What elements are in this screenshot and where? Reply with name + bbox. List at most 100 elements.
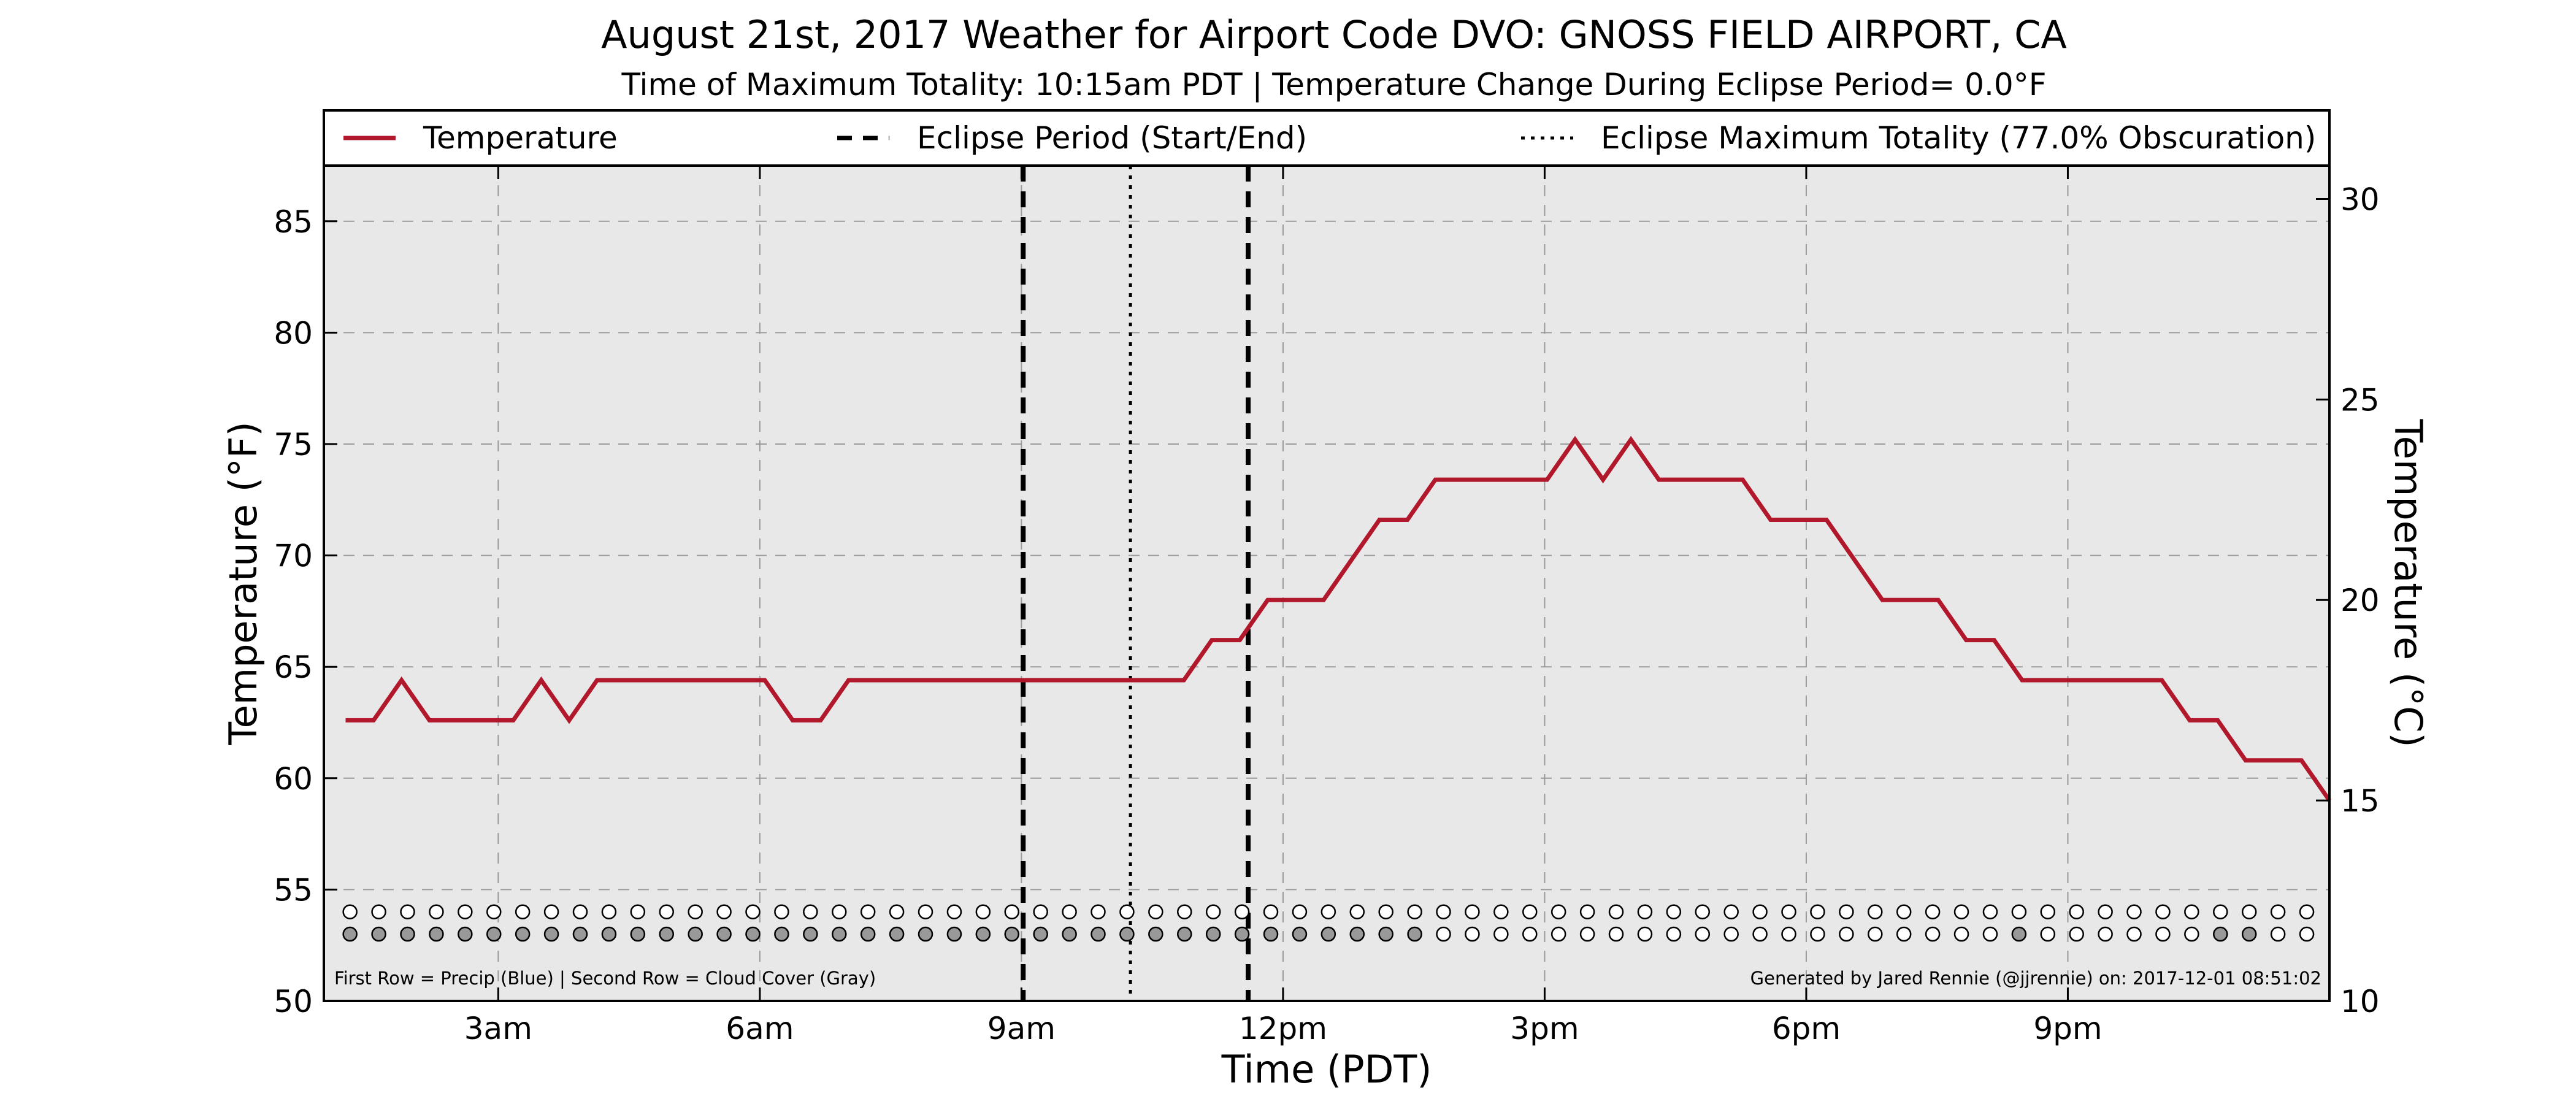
precip-dot bbox=[1177, 904, 1192, 919]
cloud-dot bbox=[1349, 926, 1365, 942]
precip-dot bbox=[659, 904, 674, 919]
y-tick-label: 60 bbox=[274, 761, 313, 797]
legend-box bbox=[323, 109, 2331, 167]
cloud-dot bbox=[1263, 926, 1279, 942]
precip-dot bbox=[458, 904, 473, 919]
cloud-dot bbox=[630, 926, 646, 942]
precip-dot bbox=[1953, 904, 1969, 919]
cloud-dot bbox=[1579, 926, 1595, 942]
cloud-dot bbox=[688, 926, 703, 942]
precip-dot bbox=[1062, 904, 1077, 919]
y-tick-label: 70 bbox=[274, 539, 313, 574]
precip-dot bbox=[946, 904, 962, 919]
precip-dot bbox=[2270, 904, 2286, 919]
cloud-dot bbox=[1033, 926, 1048, 942]
y-right-tick-label: 25 bbox=[2340, 382, 2380, 418]
precip-dot bbox=[1666, 904, 1682, 919]
precip-dot bbox=[1004, 904, 1020, 919]
cloud-dot bbox=[1637, 926, 1653, 942]
precip-dot bbox=[342, 904, 358, 919]
precip-dot bbox=[831, 904, 847, 919]
y-tick-label: 65 bbox=[274, 650, 313, 685]
cloud-dot bbox=[2098, 926, 2113, 942]
precip-dot bbox=[400, 904, 415, 919]
cloud-dot bbox=[918, 926, 933, 942]
precip-dot bbox=[2126, 904, 2142, 919]
cloud-dot bbox=[2126, 926, 2142, 942]
x-axis: 3am 6am 9am 12pm 3pm 6pm 9pm bbox=[464, 166, 2103, 1046]
cloud-dot bbox=[1292, 926, 1308, 942]
cloud-dot bbox=[572, 926, 588, 942]
x-axis-label: Time (PDT) bbox=[1221, 1047, 1432, 1092]
cloud-dot bbox=[716, 926, 732, 942]
legend-label: Eclipse Period (Start/End) bbox=[917, 120, 1307, 156]
precip-dot bbox=[1579, 904, 1595, 919]
precip-dot bbox=[716, 904, 732, 919]
footnote-right: Generated by Jared Rennie (@jjrennie) on… bbox=[1750, 968, 2321, 989]
y-axis-label-right: Temperature (°C) bbox=[2386, 418, 2431, 747]
cloud-dot bbox=[1234, 926, 1250, 942]
precip-dot bbox=[1465, 904, 1480, 919]
x-tick-label: 6am bbox=[726, 1011, 794, 1046]
cloud-dot bbox=[1868, 926, 1883, 942]
cloud-dot bbox=[1953, 926, 1969, 942]
cloud-dot bbox=[342, 926, 358, 942]
precip-dot bbox=[889, 904, 905, 919]
precip-dot bbox=[918, 904, 933, 919]
y-axis-right: 10 15 20 25 30 bbox=[2316, 182, 2380, 1019]
precip-dot bbox=[1378, 904, 1393, 919]
cloud-dot bbox=[1925, 926, 1941, 942]
cloud-dot bbox=[659, 926, 674, 942]
cloud-dot bbox=[2011, 926, 2027, 942]
x-tick-label: 12pm bbox=[1239, 1011, 1327, 1046]
precip-dot bbox=[1407, 904, 1422, 919]
precip-dot bbox=[1205, 904, 1221, 919]
cloud-dot bbox=[1608, 926, 1624, 942]
cloud-dot bbox=[774, 926, 789, 942]
precip-dot bbox=[1292, 904, 1308, 919]
precip-dot bbox=[1033, 904, 1048, 919]
y-right-tick-label: 10 bbox=[2340, 984, 2380, 1019]
precip-dot bbox=[486, 904, 502, 919]
cloud-dot bbox=[946, 926, 962, 942]
precip-dot bbox=[1839, 904, 1854, 919]
precip-dot bbox=[1982, 904, 1998, 919]
cloud-dot bbox=[1465, 926, 1480, 942]
cloud-dot bbox=[1205, 926, 1221, 942]
precip-dot bbox=[2098, 904, 2113, 919]
precip-dot bbox=[1119, 904, 1135, 919]
cloud-dot bbox=[745, 926, 761, 942]
precip-dot bbox=[1436, 904, 1451, 919]
precip-dot bbox=[803, 904, 818, 919]
cloud-dot bbox=[1177, 926, 1192, 942]
precip-dot bbox=[543, 904, 559, 919]
y-tick-label: 75 bbox=[274, 427, 313, 462]
cloud-dot bbox=[975, 926, 991, 942]
x-tick-label: 9am bbox=[987, 1011, 1056, 1046]
cloud-dot bbox=[486, 926, 502, 942]
legend-label: Temperature bbox=[423, 120, 618, 156]
precip-dot bbox=[860, 904, 876, 919]
precip-dot bbox=[2011, 904, 2027, 919]
cloud-dot bbox=[2069, 926, 2084, 942]
precip-dot bbox=[2069, 904, 2084, 919]
precip-dot bbox=[1263, 904, 1279, 919]
precip-dot bbox=[1637, 904, 1653, 919]
y-axis-label-left: Temperature (°F) bbox=[221, 421, 266, 745]
precip-dot bbox=[2299, 904, 2315, 919]
cloud-dot bbox=[831, 926, 847, 942]
precip-dot bbox=[601, 904, 617, 919]
temperature-series bbox=[345, 435, 2331, 802]
precip-dot bbox=[1695, 904, 1711, 919]
y-axis-left: 50 55 60 65 70 75 80 85 bbox=[274, 204, 337, 1019]
cloud-dot bbox=[860, 926, 876, 942]
y-right-tick-label: 20 bbox=[2340, 583, 2380, 618]
precip-dot bbox=[745, 904, 761, 919]
cloud-dot bbox=[803, 926, 818, 942]
precip-cloud-rows bbox=[342, 904, 2315, 942]
cloud-dot bbox=[889, 926, 905, 942]
cloud-dot bbox=[371, 926, 386, 942]
cloud-dot bbox=[1810, 926, 1825, 942]
y-tick-label: 55 bbox=[274, 872, 313, 908]
